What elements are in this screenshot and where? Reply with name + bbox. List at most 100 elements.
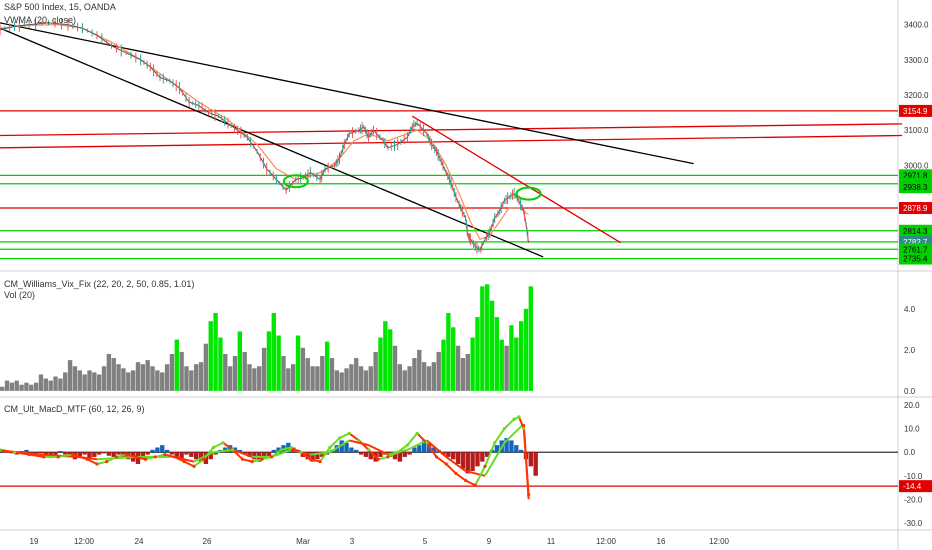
macd-line-segment xyxy=(106,456,117,463)
macd-histogram-bar xyxy=(58,451,63,453)
macd-dot xyxy=(163,452,167,457)
macd-dot xyxy=(279,448,283,452)
macd-histogram-bar xyxy=(213,452,218,455)
vix-bar xyxy=(266,331,272,391)
macd-histogram-bar xyxy=(446,452,451,457)
vix-bar xyxy=(392,345,398,391)
macd-histogram-bar xyxy=(518,449,524,453)
macd-histogram-bar xyxy=(194,452,199,460)
macd-histogram-bar xyxy=(116,452,121,455)
time-tick-label: 11 xyxy=(547,537,556,546)
vix-bar xyxy=(174,339,179,391)
vix-bar xyxy=(320,356,325,391)
macd-histogram-bar xyxy=(465,452,470,474)
macd-histogram-bar xyxy=(397,452,403,462)
vix-bar xyxy=(189,370,194,391)
macd-dot xyxy=(56,455,60,459)
macd-histogram-bar xyxy=(97,452,102,455)
macd-dot xyxy=(289,445,293,450)
macd-line-segment xyxy=(300,451,311,461)
macd-dot xyxy=(308,457,312,461)
price-badge-label: 2878.9 xyxy=(903,204,928,213)
macd-line-segment xyxy=(222,441,234,451)
macd-legend[interactable]: CM_Ult_MacD_MTF (60, 12, 26, 9) xyxy=(4,404,145,414)
time-tick-label: 3 xyxy=(350,537,355,546)
volume-legend[interactable]: Vol (20) xyxy=(4,290,36,300)
vix-bar xyxy=(227,366,233,391)
macd-dot xyxy=(211,445,215,450)
macd-histogram-bar xyxy=(101,452,107,454)
macd-histogram-bar xyxy=(247,452,252,457)
macd-dot xyxy=(425,441,429,445)
vwma-legend[interactable]: VWMA (20, close) xyxy=(4,15,77,25)
macd-histogram-bar xyxy=(368,452,373,460)
vix-bar xyxy=(164,364,170,391)
vix-bar xyxy=(465,353,470,391)
price-badge xyxy=(899,252,932,265)
macd-histogram-bar xyxy=(460,452,466,469)
price-badge-label: 2938.3 xyxy=(903,183,928,192)
vix-bar xyxy=(53,376,58,391)
vix-bar xyxy=(261,347,267,391)
macd-histogram-bar xyxy=(252,452,257,460)
macd-histogram-bar xyxy=(24,449,29,453)
vix-bar xyxy=(111,358,116,391)
macd-line-segment xyxy=(174,456,185,463)
vix-bar xyxy=(194,364,199,391)
macd-line-segment xyxy=(14,451,30,456)
symbol-title[interactable]: S&P 500 Index, 15, OANDA xyxy=(4,2,116,12)
vix-bar xyxy=(63,372,68,391)
macd-signal-segment xyxy=(232,448,253,458)
vix-bar xyxy=(97,374,102,391)
macd-line-segment xyxy=(348,432,360,442)
vix-bar xyxy=(140,364,146,391)
macd-line-segment xyxy=(125,453,137,458)
macd-dot xyxy=(95,462,99,466)
macd-line-segment xyxy=(445,463,457,475)
macd-dot xyxy=(522,427,526,431)
macd-line-segment xyxy=(193,458,205,468)
vix-bar xyxy=(33,382,39,391)
vix-bar xyxy=(29,384,34,391)
vix-tick-label: 4.0 xyxy=(904,305,916,314)
macd-line-segment xyxy=(310,458,321,463)
vix-fix-legend[interactable]: CM_Williams_Vix_Fix (22, 20, 2, 50, 0.85… xyxy=(4,279,195,289)
macd-dot xyxy=(337,436,342,440)
vix-bar xyxy=(237,331,243,391)
macd-dot xyxy=(270,455,274,459)
macd-histogram-bar xyxy=(528,452,534,467)
macd-signal-segment xyxy=(213,448,233,454)
macd-histogram-bar xyxy=(261,452,267,460)
time-tick-label: 12:00 xyxy=(709,537,730,546)
macd-dot xyxy=(260,457,264,461)
vix-bar xyxy=(421,362,427,391)
vix-bar xyxy=(92,372,97,391)
macd-signal-segment xyxy=(406,439,428,451)
macd-dot xyxy=(71,452,75,457)
black-trendline xyxy=(0,27,544,258)
macd-line-segment xyxy=(154,453,166,458)
macd-histogram-bar xyxy=(514,445,519,453)
macd-histogram-bar xyxy=(208,452,213,460)
macd-dot xyxy=(202,457,206,461)
vix-bar xyxy=(252,368,257,391)
red-trendline xyxy=(411,115,622,244)
vix-bar xyxy=(286,368,291,391)
vix-bar xyxy=(344,368,349,391)
macd-histogram-bar xyxy=(179,452,184,459)
macd-histogram-bar xyxy=(184,452,189,455)
vix-bar xyxy=(58,378,63,391)
macd-line-segment xyxy=(406,432,418,446)
macd-histogram-bar xyxy=(421,440,427,453)
macd-dot xyxy=(134,455,138,459)
time-tick-label: 9 xyxy=(487,537,492,546)
highlight-ellipse xyxy=(515,186,542,201)
macd-histogram-bar xyxy=(378,452,383,457)
macd-histogram-bar xyxy=(407,452,412,455)
time-tick-label: 5 xyxy=(423,537,428,546)
black-trendline xyxy=(0,22,694,165)
macd-line-segment xyxy=(378,455,389,461)
vix-bar xyxy=(397,364,403,391)
vix-bar xyxy=(87,370,92,391)
macd-dot xyxy=(347,431,351,435)
